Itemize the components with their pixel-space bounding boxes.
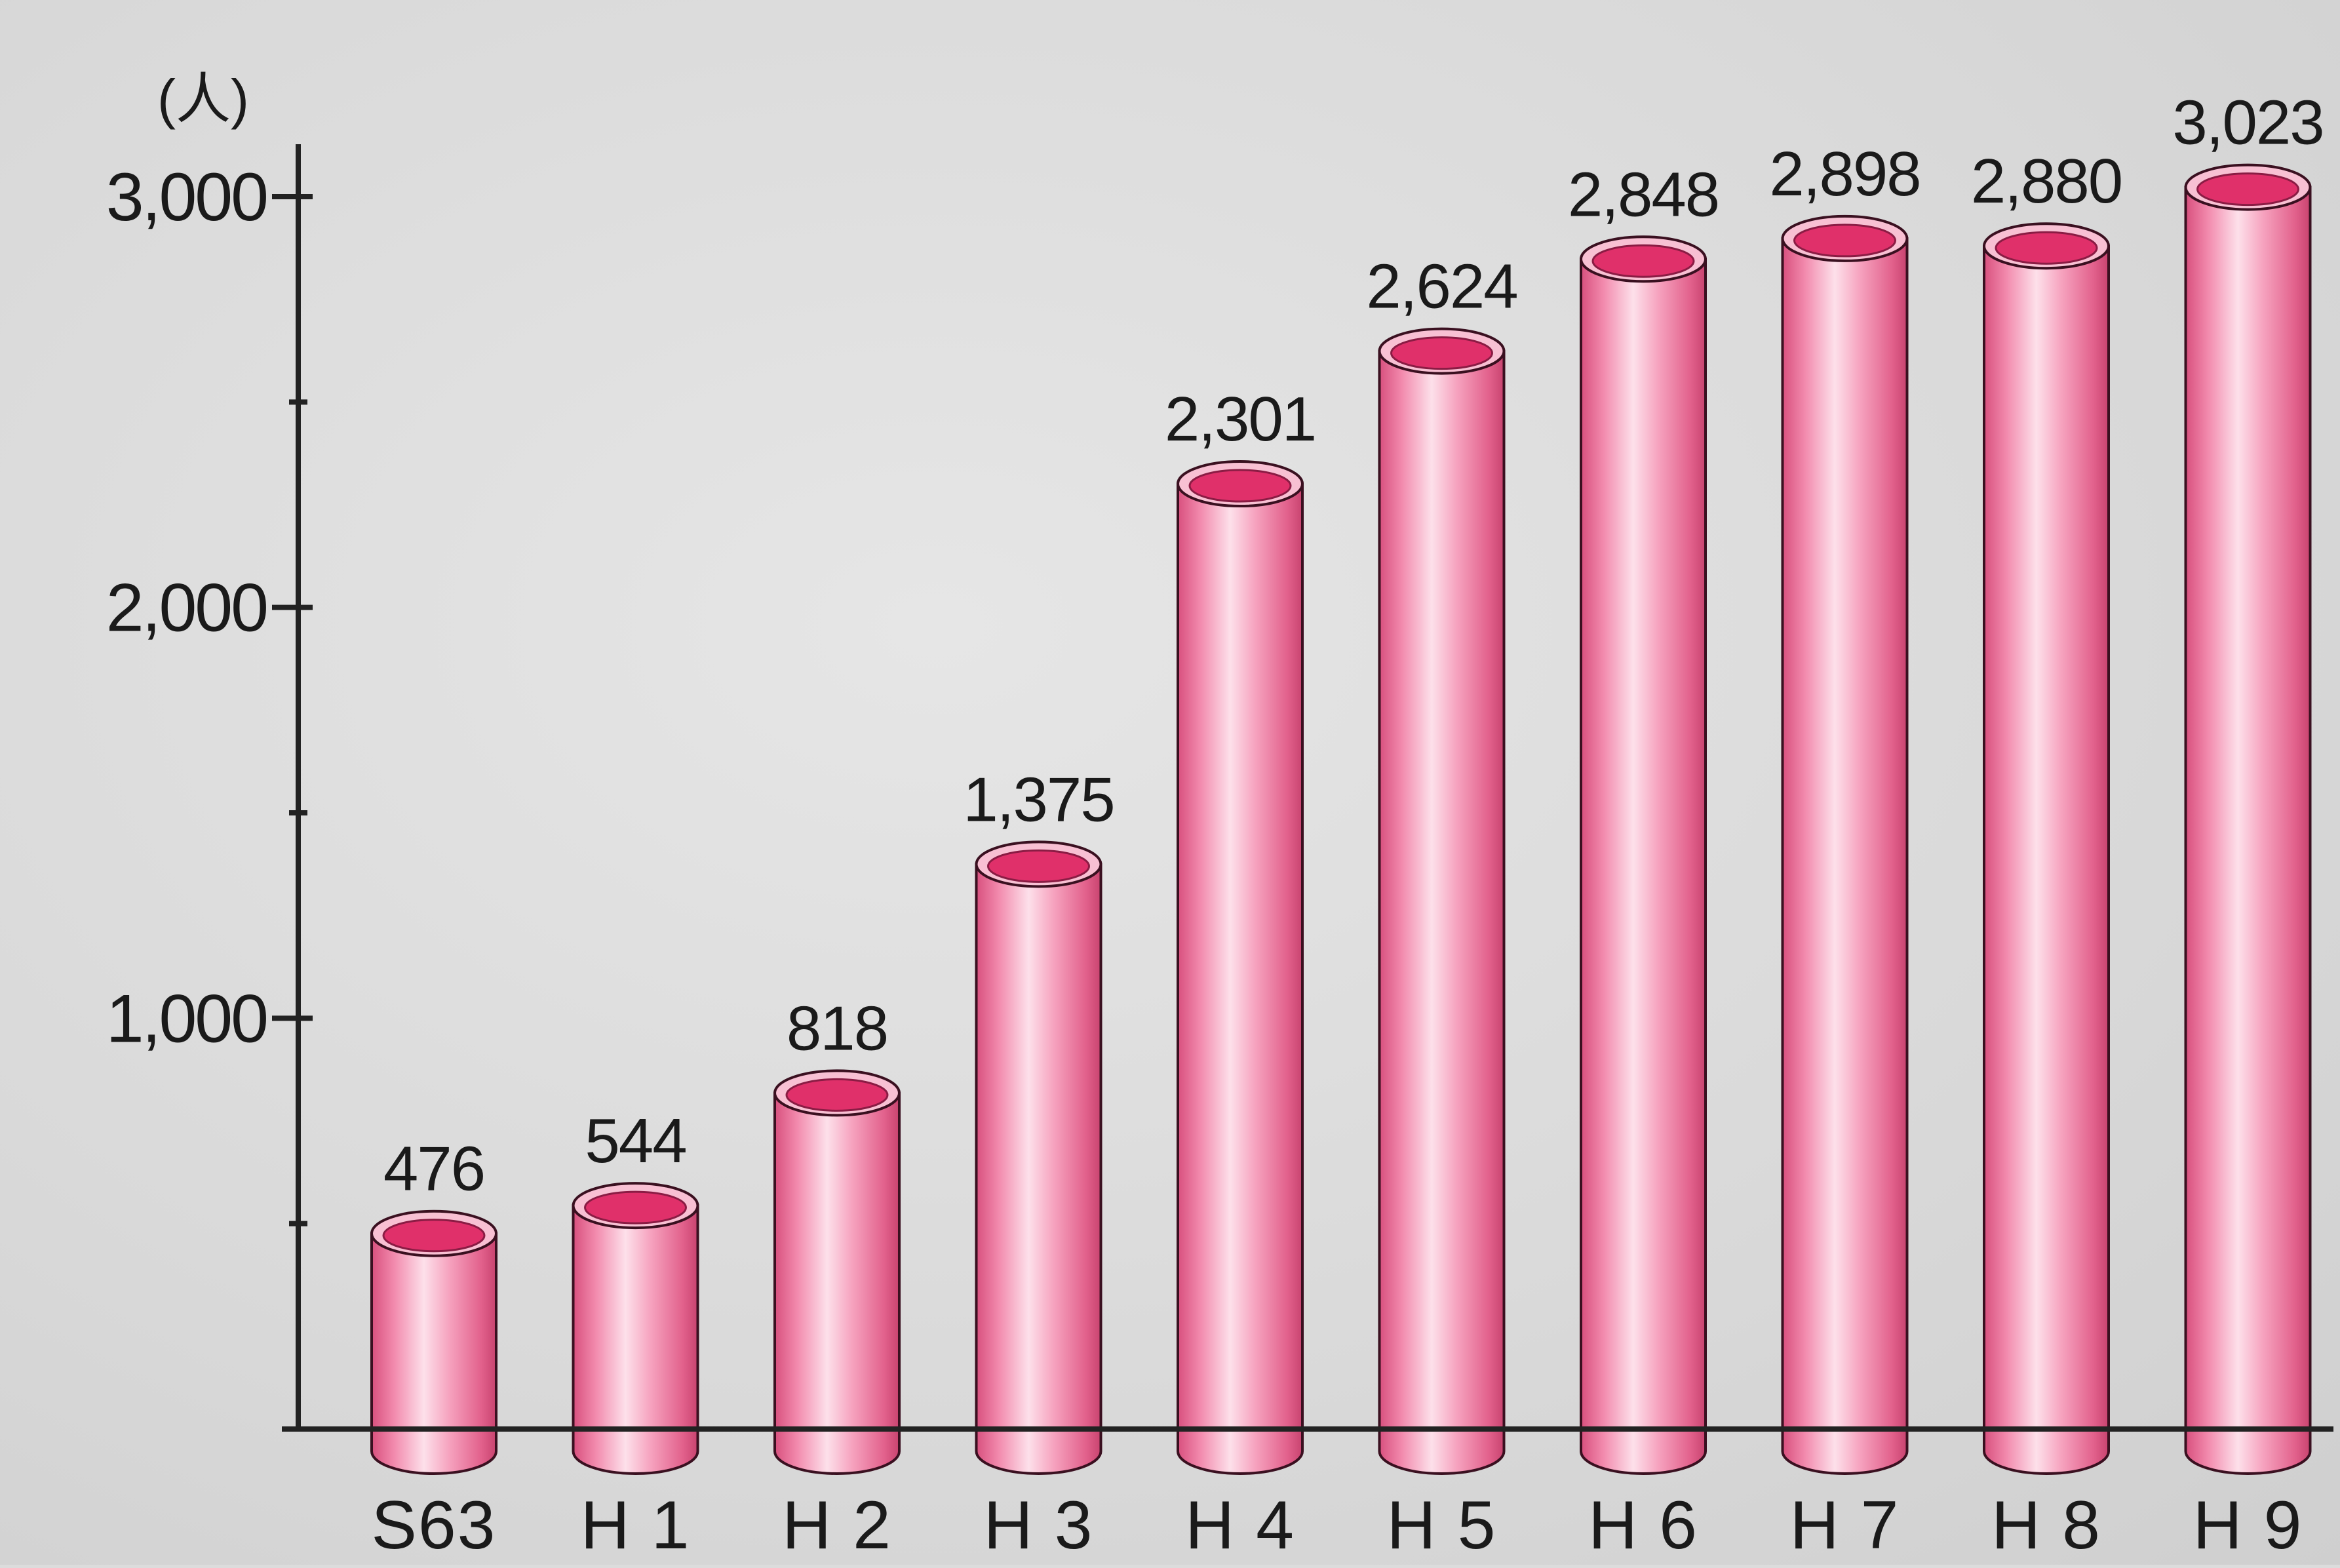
x-category-label: H 5 [1387, 1487, 1497, 1563]
bar-2 [572, 1182, 699, 1475]
bar-body [1177, 482, 1304, 1475]
bar-body [1378, 349, 1506, 1475]
bar-value-label: 2,624 [1366, 252, 1517, 322]
bar-top-face [2196, 172, 2299, 206]
bar-body [1983, 245, 2110, 1475]
bar-6 [1378, 327, 1506, 1475]
y-tick-label: 3,000 [106, 159, 267, 235]
bar-body [975, 863, 1102, 1475]
bar-top-face [584, 1190, 687, 1225]
bar-1 [370, 1209, 497, 1475]
bar-value-label: 2,301 [1165, 384, 1316, 454]
x-category-label: H 2 [782, 1487, 892, 1563]
bar-3 [773, 1069, 901, 1475]
x-category-label: H 6 [1588, 1487, 1698, 1563]
bar-value-label: 818 [787, 993, 887, 1063]
x-category-label: S63 [371, 1487, 496, 1563]
bar-body [572, 1204, 699, 1475]
bar-body [1580, 258, 1707, 1475]
bar-value-label: 2,880 [1971, 146, 2122, 216]
bar-top-face [785, 1078, 889, 1112]
bar-5 [1177, 460, 1304, 1475]
bar-value-label: 2,848 [1568, 159, 1719, 229]
x-category-label: H 3 [984, 1487, 1094, 1563]
bar-top-face [1591, 244, 1695, 278]
bar-value-label: 1,375 [963, 764, 1114, 834]
bar-body [1781, 237, 1909, 1475]
bar-10 [2184, 163, 2312, 1475]
x-category-label: H 4 [1185, 1487, 1295, 1563]
bar-top-face [1390, 336, 1493, 370]
bar-8 [1781, 214, 1909, 1475]
bar-value-label: 544 [585, 1106, 686, 1176]
bar-value-label: 476 [383, 1134, 484, 1204]
x-category-label: H 1 [581, 1487, 691, 1563]
y-tick-label: 2,000 [106, 570, 267, 646]
bar-top-face [382, 1219, 486, 1253]
y-unit-label: (人) [157, 68, 249, 130]
bar-top-face [987, 849, 1090, 883]
x-category-label: H 9 [2193, 1487, 2303, 1563]
bar-body [773, 1091, 901, 1475]
x-axis: S63 H 1 H 2 H 3 H 4 H 5 H 6 H 7 H 8 H 9 [282, 1426, 2333, 1563]
bar-body [2184, 186, 2312, 1475]
bar-top-face [1188, 469, 1292, 503]
bar-9 [1983, 222, 2110, 1475]
bar-value-label: 2,898 [1769, 139, 1920, 209]
y-axis: 1,000 2,000 3,000 [106, 144, 313, 1429]
bars: 476 544 818 1,375 2,301 2,624 2,848 2,898 2,880 3… [370, 88, 2325, 1475]
y-tick-label: 1,000 [106, 981, 267, 1057]
bar-top-face [1793, 224, 1896, 258]
bar-body [370, 1232, 497, 1475]
x-category-label: H 7 [1790, 1487, 1900, 1563]
bar-value-label: 3,023 [2172, 88, 2323, 158]
x-category-label: H 8 [1991, 1487, 2101, 1563]
bar-4 [975, 840, 1102, 1475]
bar-top-face [1995, 231, 2098, 265]
bar-7 [1580, 235, 1707, 1475]
